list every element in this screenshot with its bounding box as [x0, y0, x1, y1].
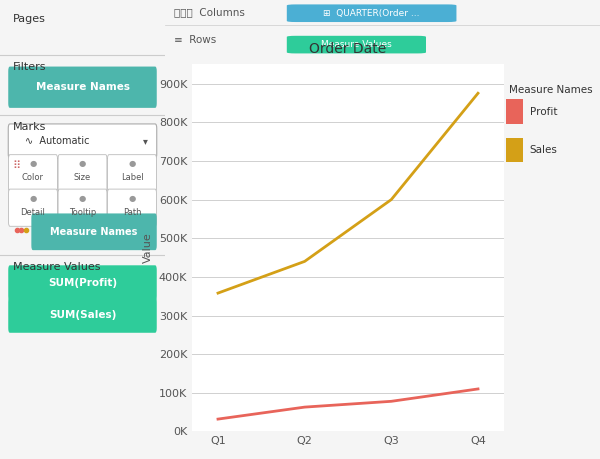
Text: ⠿: ⠿ [13, 161, 20, 171]
Text: ●: ● [79, 194, 86, 203]
Text: Detail: Detail [20, 207, 46, 217]
Text: ●: ● [128, 159, 136, 168]
FancyBboxPatch shape [8, 297, 157, 333]
Text: SUM(Sales): SUM(Sales) [49, 310, 116, 320]
FancyBboxPatch shape [8, 155, 58, 192]
Text: ▾: ▾ [143, 136, 148, 146]
Text: ●: ● [29, 194, 37, 203]
FancyBboxPatch shape [287, 5, 457, 22]
Text: Tooltip: Tooltip [69, 207, 96, 217]
Text: Sales: Sales [530, 145, 557, 155]
Text: Path: Path [123, 207, 141, 217]
Text: ●: ● [128, 194, 136, 203]
Text: Measure Values: Measure Values [13, 262, 101, 272]
Text: Color: Color [22, 173, 44, 182]
FancyBboxPatch shape [58, 155, 107, 192]
FancyBboxPatch shape [58, 189, 107, 226]
Title: Order Date: Order Date [310, 42, 386, 56]
FancyBboxPatch shape [8, 124, 157, 158]
Text: ≡  Rows: ≡ Rows [174, 35, 216, 45]
Text: Label: Label [121, 173, 143, 182]
FancyBboxPatch shape [8, 189, 58, 226]
Text: Measure Values: Measure Values [321, 40, 392, 49]
Text: Measure Names: Measure Names [509, 85, 592, 95]
Text: Measure Names: Measure Names [35, 82, 130, 92]
Text: ●: ● [29, 159, 37, 168]
FancyBboxPatch shape [287, 36, 426, 53]
Y-axis label: Value: Value [143, 233, 153, 263]
FancyBboxPatch shape [506, 138, 523, 162]
Text: ●: ● [79, 159, 86, 168]
Text: SUM(Profit): SUM(Profit) [48, 278, 117, 288]
Text: ∿  Automatic: ∿ Automatic [25, 136, 89, 146]
Text: Profit: Profit [530, 106, 557, 117]
FancyBboxPatch shape [107, 155, 157, 192]
Text: Pages: Pages [13, 14, 46, 24]
FancyBboxPatch shape [506, 99, 523, 124]
Text: Filters: Filters [13, 62, 47, 72]
Text: ⊞  QUARTER(Order ...: ⊞ QUARTER(Order ... [323, 9, 420, 18]
Text: Size: Size [74, 173, 91, 182]
FancyBboxPatch shape [8, 67, 157, 108]
FancyBboxPatch shape [107, 189, 157, 226]
FancyBboxPatch shape [8, 265, 157, 301]
FancyBboxPatch shape [31, 213, 157, 250]
Text: ⦿⦿⦿  Columns: ⦿⦿⦿ Columns [174, 7, 245, 17]
Text: Marks: Marks [13, 122, 47, 132]
Text: Measure Names: Measure Names [50, 227, 138, 237]
